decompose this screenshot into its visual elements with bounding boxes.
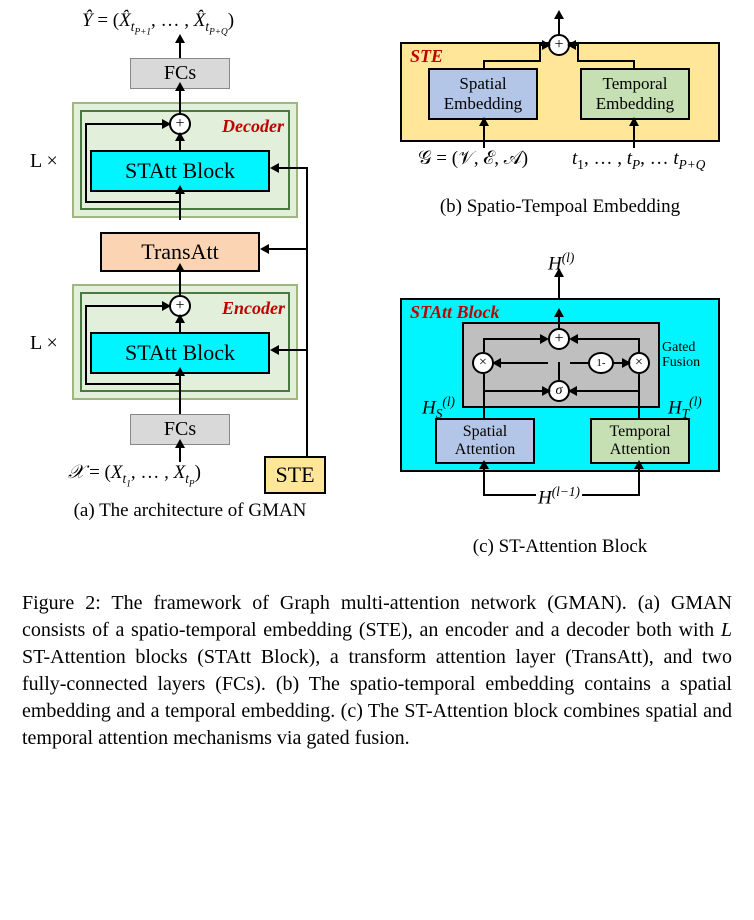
arrow-head	[175, 367, 185, 376]
H-in: H(l−1)	[536, 484, 582, 509]
panel-b: STE + SpatialEmbedding TemporalEmbedding	[380, 10, 740, 230]
arrow-head	[554, 308, 564, 317]
line	[483, 60, 541, 62]
diagrams-row: Ŷ = (X̂tP+1, … , X̂tP+Q) FCs Decoder +	[10, 10, 744, 570]
mult-left: ×	[472, 352, 494, 374]
arrow-head	[175, 439, 185, 448]
spatial-embedding: SpatialEmbedding	[428, 68, 538, 120]
line	[483, 338, 541, 340]
line	[638, 338, 640, 352]
arrow-head	[569, 334, 578, 344]
mult-right: ×	[628, 352, 650, 374]
plus-fusion: +	[548, 328, 570, 350]
graph-eq: 𝒢 = (𝒱, ℰ, 𝒜)	[418, 148, 528, 170]
line	[483, 338, 485, 352]
arrow-head	[568, 386, 577, 396]
sigma: σ	[548, 380, 570, 402]
temporal-attention: TemporalAttention	[590, 418, 690, 464]
arrow-head	[567, 40, 576, 50]
temporal-embedding: TemporalEmbedding	[580, 68, 690, 120]
arrow	[179, 190, 181, 220]
line	[483, 374, 485, 418]
arrow-head	[479, 117, 489, 126]
figure-container: Ŷ = (X̂tP+1, … , X̂tP+Q) FCs Decoder +	[0, 0, 754, 762]
panel-c-caption: (c) ST-Attention Block	[380, 536, 740, 558]
skip-line	[85, 383, 181, 385]
arrow-head	[162, 119, 171, 129]
ste-line	[276, 349, 308, 351]
panel-right: STE + SpatialEmbedding TemporalEmbedding	[380, 10, 740, 570]
ste-box: STE	[264, 456, 326, 494]
arrow-head	[270, 163, 279, 173]
arrow-head	[622, 358, 631, 368]
skip-line	[86, 305, 169, 307]
L-decoder: L ×	[30, 150, 58, 173]
line	[483, 390, 549, 392]
arrow	[179, 102, 181, 113]
line	[577, 60, 635, 62]
encoder-label: Encoder	[222, 298, 285, 319]
ste-line	[266, 248, 308, 250]
panel-a-architecture: Ŷ = (X̂tP+1, … , X̂tP+Q) FCs Decoder +	[10, 10, 370, 590]
skip-line	[85, 305, 87, 385]
line	[539, 44, 541, 62]
arrow	[179, 372, 181, 402]
line	[570, 362, 588, 364]
arrow-head	[260, 244, 269, 254]
arrow	[179, 284, 181, 295]
statt-label: STAtt Block	[410, 302, 500, 323]
spatial-attention: SpatialAttention	[435, 418, 535, 464]
arrow-head	[162, 301, 171, 311]
arrow-head	[175, 82, 185, 91]
arrow-head	[542, 386, 551, 396]
panel-c: H(l) STAtt Block + × ×	[380, 250, 740, 570]
panel-a: Ŷ = (X̂tP+1, … , X̂tP+Q) FCs Decoder +	[10, 10, 370, 570]
arrow-head	[629, 117, 639, 126]
L-encoder: L ×	[30, 332, 58, 355]
arrow-head	[175, 263, 185, 272]
line	[638, 374, 640, 418]
ste-line	[306, 168, 308, 456]
arrow-head	[542, 40, 551, 50]
decoder-label: Decoder	[222, 116, 284, 137]
arrow-head	[270, 345, 279, 355]
arrow-head	[175, 34, 185, 43]
arrow-head	[540, 334, 549, 344]
skip-line	[85, 123, 87, 203]
arrow-head	[175, 185, 185, 194]
arrow-head	[554, 10, 564, 19]
arrow-head	[554, 268, 564, 277]
output-equation: Ŷ = (X̂tP+1, … , X̂tP+Q)	[82, 10, 234, 37]
arrow-head	[634, 460, 644, 469]
line	[577, 44, 579, 62]
skip-line	[86, 123, 169, 125]
arrow-head	[175, 132, 185, 141]
gated-fusion-label: GatedFusion	[662, 340, 700, 371]
skip-line	[85, 201, 181, 203]
panel-b-caption: (b) Spatio-Tempoal Embedding	[380, 196, 740, 218]
input-equation: 𝒳 = (Xt1, … , XtP)	[68, 462, 201, 489]
arrow	[179, 402, 181, 414]
oneminus: 1-	[588, 352, 614, 374]
time-eq: t1, … , tP, … tP+Q	[572, 148, 705, 173]
ste-line	[276, 167, 308, 169]
arrow-head	[175, 314, 185, 323]
line	[578, 338, 640, 340]
ste-label: STE	[410, 46, 443, 67]
arrow-head	[479, 460, 489, 469]
arrow-head	[492, 358, 501, 368]
line	[558, 362, 560, 380]
line	[494, 362, 548, 364]
figure-caption: Figure 2: The framework of Graph multi-a…	[10, 590, 744, 752]
line	[570, 390, 640, 392]
